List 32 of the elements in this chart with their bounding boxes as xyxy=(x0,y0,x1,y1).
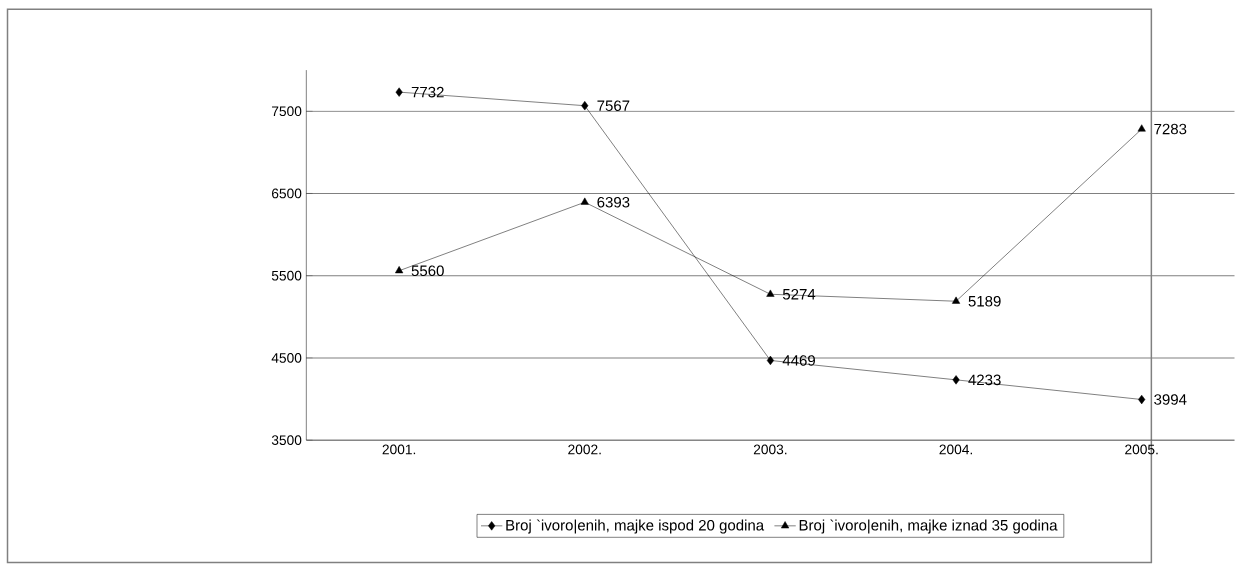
y-tick-label: 5500 xyxy=(271,270,302,281)
data-label: 7283 xyxy=(1154,123,1187,135)
data-label: 7567 xyxy=(597,100,630,111)
data-label: 4469 xyxy=(782,355,815,366)
x-tick-label: 2002. xyxy=(568,444,601,455)
data-label: 7732 xyxy=(411,86,444,98)
point xyxy=(395,87,403,97)
y-tick-label: 6500 xyxy=(272,188,302,199)
data-label: 5189 xyxy=(968,295,1001,307)
y-tick-label: 3500 xyxy=(271,435,302,445)
point xyxy=(1137,124,1146,132)
data-label: 5274 xyxy=(782,288,816,300)
point xyxy=(581,101,589,111)
point xyxy=(395,266,404,274)
point xyxy=(952,375,960,385)
point xyxy=(766,289,775,297)
x-tick-label: 2001. xyxy=(382,444,416,455)
x-tick-label: 2004. xyxy=(939,444,972,455)
data-label: 6393 xyxy=(597,196,630,208)
legend-label: Broj `ivoro|enih, majke ispod 20 godina xyxy=(506,519,765,534)
point xyxy=(1138,394,1146,405)
data-label: 5560 xyxy=(411,265,444,277)
y-tick-label: 4500 xyxy=(271,353,302,363)
point xyxy=(952,296,961,304)
y-tick-label: 7500 xyxy=(272,106,302,117)
x-tick-label: 2003. xyxy=(753,444,787,455)
x-tick-label: 2005. xyxy=(1125,444,1158,455)
data-label: 3994 xyxy=(1154,394,1187,405)
point xyxy=(766,355,774,366)
legend-label: Broj `ivoro|enih, majke iznad 35 godina xyxy=(799,519,1058,534)
point xyxy=(580,197,589,205)
data-label: 4233 xyxy=(968,374,1001,386)
